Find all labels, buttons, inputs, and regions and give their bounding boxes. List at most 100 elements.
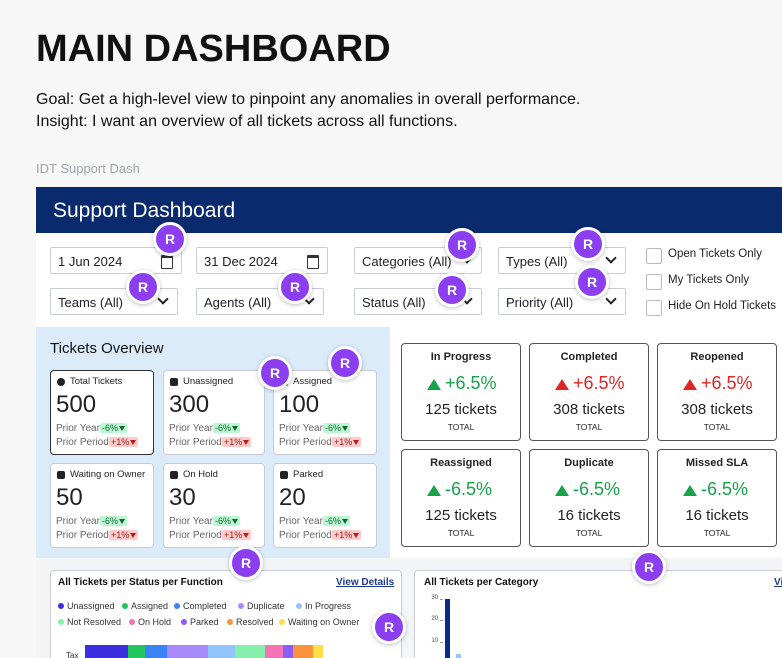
checkbox-label: My Tickets Only [668,274,750,286]
kpi-change: +6.5% [701,373,753,393]
trend-icon [353,533,360,538]
kpi-change: -6.5% [701,479,749,499]
collaborator-avatar: R [372,610,406,644]
prior-badge: +1% [332,437,362,447]
frame-label: IDT Support Dash [36,161,140,176]
card-value: 30 [169,484,196,511]
legend-label: Completed [183,601,227,611]
kpi-arrow [427,379,441,390]
card-value: 50 [56,484,83,511]
kpi-arrow [683,485,697,496]
filter[interactable]: 31 Dec 2024 [196,247,328,274]
kpi-tickets: 16 tickets [557,507,621,524]
checkbox[interactable] [646,274,662,290]
kpi-card [529,449,649,547]
card-value: 100 [279,391,320,418]
prior-badge: +1% [222,530,252,540]
collaborator-avatar: R [435,273,469,307]
prior-label: Prior Period: [169,530,225,541]
kpi-arrow [683,379,697,390]
prior-badge: -6% [100,516,128,526]
bar-segment [283,645,293,658]
calendar-icon [307,255,319,269]
trend-icon [243,440,250,445]
goal: Goal: Get a high-level view to pinpoint … [36,91,581,108]
kpi-arrow [555,379,569,390]
prior-label: Prior Year: [169,516,216,527]
kpi-card [657,449,777,547]
bar-segment [85,645,128,658]
tick-mark [440,641,443,643]
prior-label: Prior Period: [56,437,112,448]
card-icon [57,378,65,386]
prior-badge: -6% [323,516,351,526]
kpi-tickets: 308 tickets [681,401,753,418]
tick-mark [440,620,443,622]
chart-card [50,570,402,658]
legend-dot [227,619,233,625]
prior-label: Prior Period: [279,530,335,541]
kpi-total: TOTAL [575,528,603,538]
trend-icon [353,440,360,445]
kpi-card [401,449,521,547]
collaborator-avatar: R [258,356,292,390]
card-icon [170,471,178,479]
chevron-icon [605,252,617,264]
card-label: On Hold [183,469,218,480]
trend-icon [232,519,239,524]
kpi-label: Duplicate [564,457,614,469]
checkbox[interactable] [646,300,662,316]
legend-label: Assigned [131,601,169,611]
prior-label: Prior Period: [169,437,225,448]
collaborator-avatar: R [571,227,605,261]
bar-segment [293,645,313,658]
legend-dot [174,603,180,609]
calendar-icon [161,255,173,269]
kpi-change: -6.5% [573,479,621,499]
bar [445,599,450,658]
collaborator-avatar: R [153,222,187,256]
kpi-change: +6.5% [573,373,625,393]
kpi-total: TOTAL [703,528,731,538]
kpi-label: Missed SLA [685,457,749,469]
prior-label: Prior Year: [279,423,326,434]
filter[interactable]: Types (All) [498,247,626,274]
y-tick-label: 20 [431,616,438,623]
card-label: Waiting on Owner [70,469,146,480]
collaborator-avatar: R [126,270,160,304]
prior-badge: +1% [332,530,362,540]
legend-label: Unassigned [67,601,115,611]
legend-dot [279,619,285,625]
kpi-label: Reopened [690,351,744,363]
prior-badge: -6% [213,516,241,526]
legend-dot [296,603,302,609]
legend-dot [58,603,64,609]
kpi-label: In Progress [430,351,492,363]
trend-icon [342,426,349,431]
filter[interactable]: Priority (All) [498,288,626,315]
kpi-tickets: 125 tickets [425,507,497,524]
legend-label: Duplicate [247,601,285,611]
collaborator-avatar: R [278,270,312,304]
checkbox[interactable] [646,248,662,264]
card-icon [280,471,288,479]
chart-title: All Tickets per Status per Function [58,577,223,588]
card-label: Unassigned [183,376,234,387]
legend-dot [181,619,187,625]
trend-icon [342,519,349,524]
chart-card [414,570,782,658]
legend-label: Waiting on Owner [288,617,360,627]
view-details[interactable]: View Details [336,577,395,588]
kpi-label: Reassigned [430,457,492,469]
prior-badge: +1% [109,437,139,447]
bar-segment [145,645,167,658]
prior-badge: -6% [100,423,128,433]
prior-badge: -6% [323,423,351,433]
kpi-total: TOTAL [447,422,475,432]
legend-label: On Hold [138,617,172,627]
legend-label: Not Resolved [67,617,122,627]
legend-label: Resolved [236,617,274,627]
view-details[interactable]: Vi [774,577,782,588]
card-value: 20 [279,484,306,511]
